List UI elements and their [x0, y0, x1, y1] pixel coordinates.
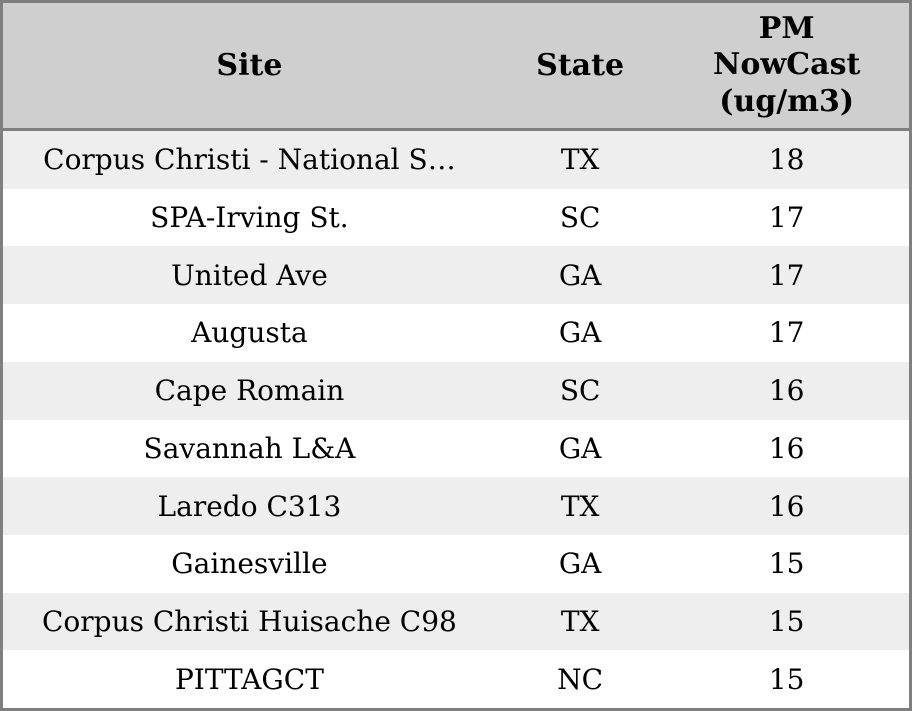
table-row: Corpus Christi - National S… TX 18: [3, 131, 909, 189]
state-cell: NC: [557, 662, 604, 696]
site-cell: Corpus Christi Huisache C98: [41, 604, 457, 638]
state-cell: SC: [559, 374, 601, 408]
column-header-pm-nowcast-label: PM NowCast (ug/m3): [713, 10, 861, 119]
column-header-site: Site: [3, 47, 496, 84]
state-cell: SC: [559, 201, 601, 235]
pm-nowcast-value-cell: 15: [768, 662, 805, 696]
state-cell: GA: [558, 547, 602, 581]
state-cell: TX: [560, 489, 600, 523]
site-cell: Augusta: [191, 316, 308, 350]
state-cell: GA: [558, 258, 602, 292]
site-cell: PITTAGCT: [174, 662, 324, 696]
column-header-site-label: Site: [216, 47, 283, 83]
pm-nowcast-value-cell: 16: [768, 374, 805, 408]
site-cell: Cape Romain: [154, 374, 345, 408]
state-cell: GA: [558, 316, 602, 350]
table-row: Corpus Christi Huisache C98 TX 15: [3, 592, 909, 651]
state-cell: TX: [560, 604, 600, 638]
table-row: Laredo C313 TX 16: [3, 477, 909, 535]
table-row: SPA-Irving St. SC 17: [3, 188, 909, 247]
column-header-state: State: [496, 47, 665, 84]
table-row: Augusta GA 17: [3, 304, 909, 362]
table-body: Corpus Christi - National S… TX 18 SPA-I…: [3, 131, 909, 709]
state-cell: GA: [558, 431, 602, 465]
site-cell: SPA-Irving St.: [150, 201, 349, 235]
pm-nowcast-value-cell: 15: [768, 547, 805, 581]
table-row: United Ave GA 17: [3, 246, 909, 305]
pm-nowcast-value-cell: 17: [768, 316, 805, 350]
table-row: Cape Romain SC 16: [3, 361, 909, 420]
table-row: Savannah L&A GA 16: [3, 419, 909, 478]
site-cell: Savannah L&A: [143, 431, 356, 465]
site-cell: Gainesville: [171, 547, 328, 581]
pm-nowcast-value-cell: 16: [768, 489, 805, 523]
column-header-pm-nowcast: PM NowCast (ug/m3): [664, 11, 909, 121]
pm-nowcast-value-cell: 18: [768, 143, 805, 177]
pm-nowcast-value-cell: 17: [768, 258, 805, 292]
table-header-row: Site State PM NowCast (ug/m3): [3, 3, 909, 131]
pm-nowcast-value-cell: 15: [768, 604, 805, 638]
table-row: PITTAGCT NC 15: [3, 650, 909, 709]
site-cell: Corpus Christi - National S…: [43, 143, 456, 177]
site-cell: Laredo C313: [157, 489, 342, 523]
site-cell: United Ave: [171, 258, 328, 292]
table-row: Gainesville GA 15: [3, 534, 909, 593]
state-cell: TX: [560, 143, 600, 177]
pm-nowcast-value-cell: 17: [768, 201, 805, 235]
pm-nowcast-value-cell: 16: [768, 431, 805, 465]
column-header-state-label: State: [536, 47, 625, 83]
